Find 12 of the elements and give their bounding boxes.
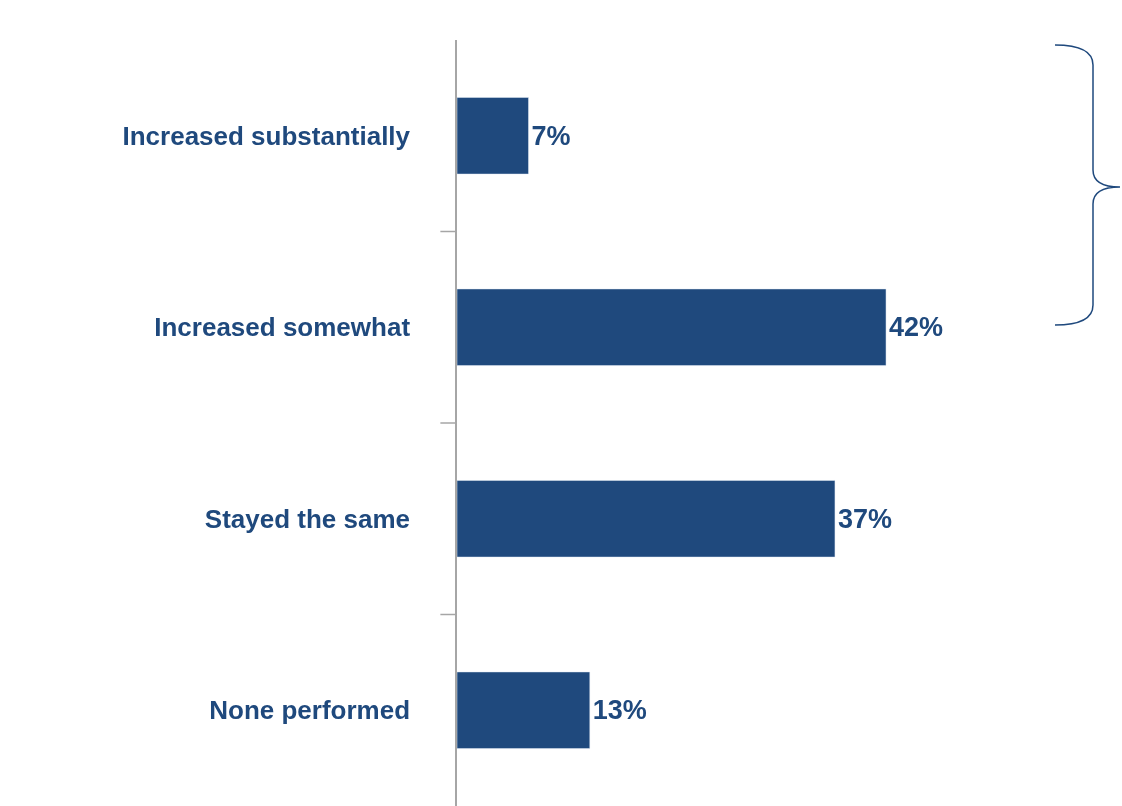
y-tick-label: Increased somewhat [154, 312, 411, 343]
bar [457, 480, 836, 558]
bar [457, 288, 887, 366]
y-tick-label: Increased substantially [122, 120, 411, 151]
y-tick-label: None performed [209, 695, 411, 726]
data-label: 37% [837, 503, 893, 534]
data-label: 42% [889, 312, 944, 343]
bar [457, 671, 591, 749]
data-label: 7% [531, 120, 571, 151]
y-tick-label: Stayed the same [204, 503, 411, 534]
bar [457, 97, 529, 175]
data-label: 13% [592, 695, 647, 726]
